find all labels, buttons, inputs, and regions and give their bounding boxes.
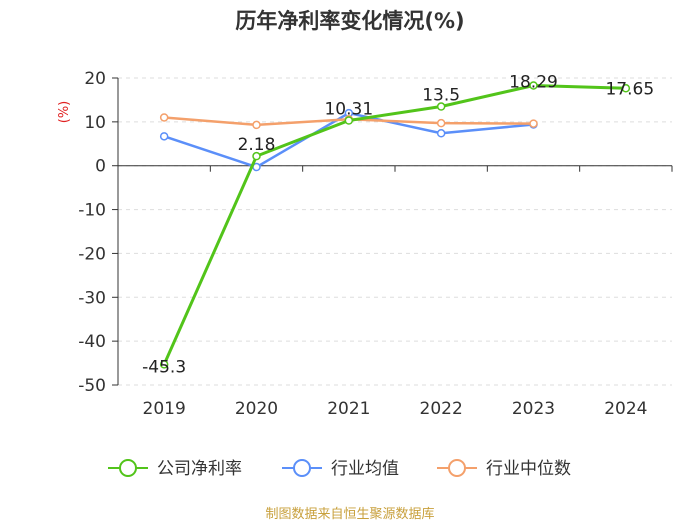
data-point[interactable] [344, 116, 354, 125]
x-tick-label: 2021 [327, 399, 370, 419]
series-line-0 [162, 83, 626, 365]
y-tick-label: -50 [78, 376, 106, 396]
data-point[interactable] [529, 81, 538, 90]
legend-label: 行业中位数 [486, 459, 571, 479]
chart-title: 历年净利率变化情况(%) [235, 9, 464, 33]
y-axis-label: (%) [57, 101, 72, 124]
x-tick-label: 2019 [143, 399, 186, 419]
legend-marker [119, 459, 137, 477]
legend-marker [448, 459, 466, 477]
data-point[interactable] [436, 102, 446, 111]
legend-marker [293, 459, 311, 477]
legend-item-0[interactable]: 公司净利率 [108, 459, 242, 479]
data-label: 10.31 [324, 99, 373, 119]
axes: 20 10 0 -10 -20 -30 -40 -50 2019 2020 2021 2022 2023… [78, 69, 673, 419]
x-tick-label: 2023 [512, 399, 555, 419]
data-point[interactable] [436, 129, 446, 138]
data-point[interactable] [159, 360, 169, 369]
legend[interactable]: 公司净利率 行业均值 行业中位数 [108, 459, 571, 479]
data-point[interactable] [159, 132, 169, 141]
legend-label: 行业均值 [331, 459, 399, 479]
x-tick-label: 2024 [604, 399, 647, 419]
data-label: 17.65 [605, 79, 654, 99]
data-point[interactable] [252, 120, 261, 130]
y-tick-label: -20 [78, 244, 106, 264]
y-tick-label: 0 [95, 157, 106, 177]
x-tick-label: 2020 [235, 399, 278, 419]
source-note: 制图数据来自恒生聚源数据库 [265, 506, 434, 522]
legend-label: 公司净利率 [157, 459, 242, 479]
data-labels: -45.3 2.18 10.31 13.5 18.29 17.65 [142, 72, 654, 377]
y-tick-label: -40 [78, 332, 106, 352]
legend-item-2[interactable]: 行业中位数 [437, 459, 571, 479]
y-tick-label: -30 [78, 288, 106, 308]
data-point[interactable] [621, 84, 631, 93]
data-label: -45.3 [142, 357, 186, 377]
data-point[interactable] [529, 119, 538, 128]
data-point[interactable] [252, 151, 261, 161]
series [159, 81, 631, 369]
y-tick-label: 10 [84, 113, 106, 133]
x-tick-label: 2022 [420, 399, 463, 419]
data-label: 18.29 [509, 72, 558, 92]
data-label: 13.5 [422, 86, 460, 106]
y-tick-label: -10 [78, 201, 106, 221]
data-label: 2.18 [238, 135, 276, 155]
data-point[interactable] [436, 118, 446, 128]
data-point[interactable] [159, 113, 169, 122]
y-tick-label: 20 [84, 69, 106, 89]
legend-item-1[interactable]: 行业均值 [282, 459, 399, 479]
